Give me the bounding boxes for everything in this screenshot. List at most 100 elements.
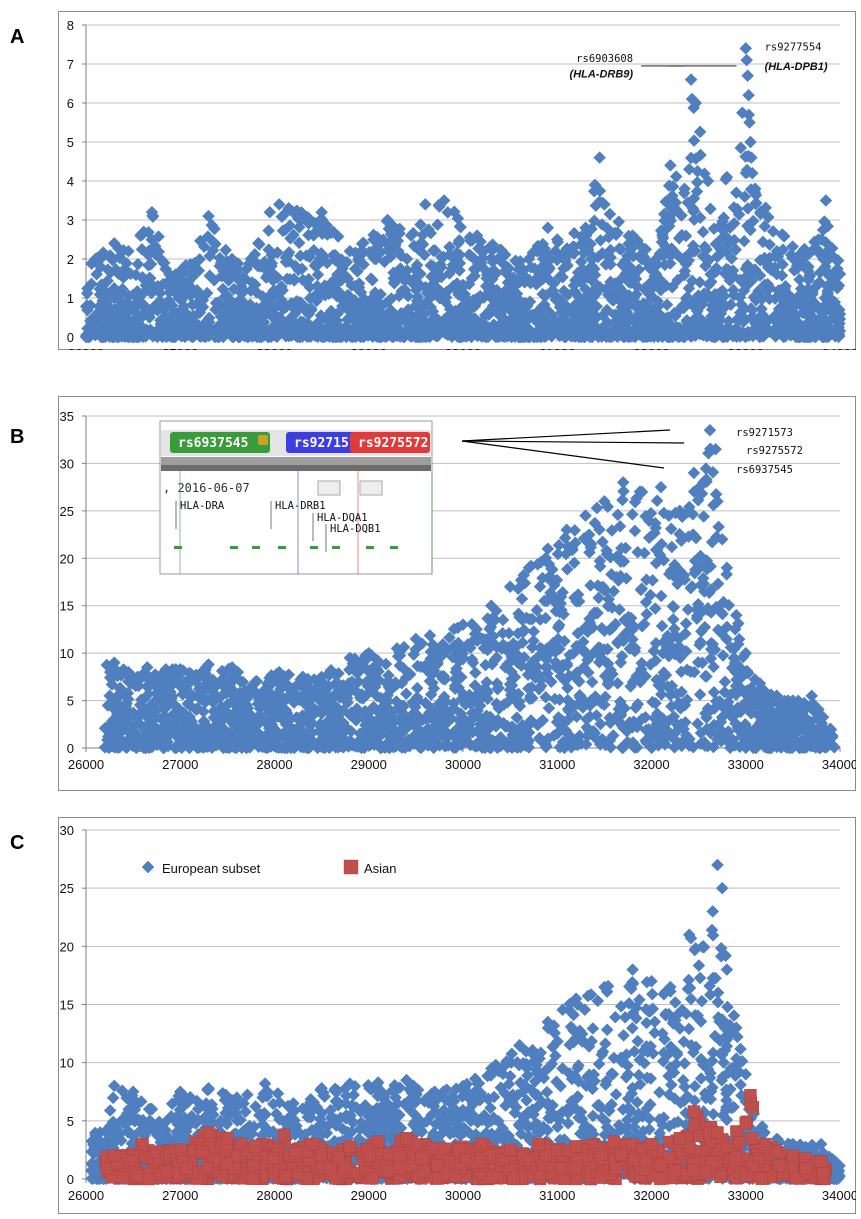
chart-a-series-point bbox=[643, 284, 657, 297]
chart-a-series-point bbox=[485, 272, 499, 286]
chart-b-series-point bbox=[654, 589, 668, 603]
chart-a-series-point bbox=[571, 266, 585, 279]
chart-a-series-point bbox=[524, 260, 538, 274]
chart-a-series-point bbox=[549, 289, 563, 303]
chart-a-series-point bbox=[777, 229, 790, 242]
chart-a-series-point bbox=[124, 267, 137, 281]
chart-a-series-point bbox=[709, 265, 723, 279]
chart-a-series-point bbox=[94, 303, 108, 317]
chart-a-series-point bbox=[184, 257, 197, 271]
chart-a-series-point bbox=[437, 250, 450, 264]
chart-a-series-point bbox=[660, 298, 674, 312]
chart-b-y-tick-label: 0 bbox=[67, 741, 74, 756]
chart-a-series-point bbox=[217, 264, 231, 278]
chart-a-series-point bbox=[311, 257, 325, 271]
chart-a-series-point bbox=[143, 271, 156, 285]
chart-a-series-point bbox=[729, 186, 743, 200]
chart-a-series-point bbox=[303, 330, 317, 343]
chart-a-series-point bbox=[108, 284, 121, 298]
chart-a-x-tick-label: 30000 bbox=[445, 346, 481, 350]
chart-a-series-point bbox=[588, 178, 602, 192]
chart-a-series-point bbox=[131, 329, 145, 342]
chart-a-series-point bbox=[587, 321, 601, 335]
chart-a-series-point bbox=[101, 274, 114, 288]
chart-a-series-point bbox=[779, 279, 792, 293]
chart-a-series-point bbox=[776, 324, 790, 338]
chart-a-series-point bbox=[626, 229, 640, 242]
chart-a-series-point bbox=[242, 330, 256, 344]
chart-b-y-tick-label: 30 bbox=[60, 456, 74, 471]
chart-a-series-point bbox=[741, 219, 754, 233]
chart-b-x-tick-label: 34000 bbox=[822, 757, 856, 772]
chart-a-series-point bbox=[271, 288, 284, 301]
chart-a-series-point bbox=[763, 251, 777, 265]
chart-a-series-point bbox=[202, 209, 215, 223]
panel-a-letter: A bbox=[10, 26, 25, 48]
chart-a-series-point bbox=[793, 273, 806, 286]
chart-a-series-point bbox=[800, 318, 814, 332]
chart-a-series-point bbox=[581, 271, 595, 285]
chart-a-series-point bbox=[725, 252, 739, 265]
chart-a-series-point bbox=[437, 194, 451, 207]
chart-a-series-point bbox=[761, 210, 775, 224]
chart-a-series-point bbox=[689, 96, 703, 110]
chart-a-series-point bbox=[119, 298, 133, 312]
chart-a-series-point bbox=[522, 328, 536, 342]
chart-a-series-point bbox=[731, 314, 745, 328]
chart-a-series-point bbox=[383, 317, 397, 330]
chart-a-y-tick-label: 8 bbox=[67, 18, 74, 33]
chart-a-series-point bbox=[262, 224, 275, 237]
chart-a-series-point bbox=[566, 303, 580, 317]
chart-b-y-tick-label: 20 bbox=[60, 551, 74, 566]
chart-a-series-point bbox=[704, 202, 717, 216]
chart-a-series-point bbox=[758, 220, 772, 233]
chart-a-series-point bbox=[641, 308, 654, 322]
chart-a-series-point bbox=[715, 231, 729, 245]
chart-a-series-point bbox=[343, 244, 357, 258]
chart-a-series-point bbox=[335, 253, 348, 266]
chart-a-series-point bbox=[599, 258, 613, 271]
chart-b-series-point bbox=[649, 556, 663, 570]
chart-a-series-point bbox=[745, 166, 759, 180]
chart-a-series-point bbox=[607, 316, 621, 330]
chart-a-series-point bbox=[584, 260, 598, 274]
chart-a-series-point bbox=[287, 228, 300, 242]
panel-b-letter: B bbox=[10, 426, 25, 448]
chart-a-series-point bbox=[663, 159, 677, 172]
chart-a-series-point bbox=[678, 264, 692, 278]
chart-a-series-point bbox=[177, 327, 190, 341]
chart-a-series-point bbox=[742, 88, 755, 102]
chart-a-series-point bbox=[489, 330, 503, 344]
chart-a-series-point bbox=[367, 233, 380, 246]
chart-a-series-point bbox=[418, 198, 432, 211]
chart-a-series-point bbox=[472, 328, 485, 342]
chart-a-series-point bbox=[292, 236, 306, 250]
chart-a-series-point bbox=[579, 221, 592, 235]
annotation-rs6903608: rs6903608 bbox=[576, 53, 633, 65]
chart-a-series-point bbox=[741, 258, 754, 272]
chart-a-series-point bbox=[106, 253, 120, 267]
chart-a-series-point bbox=[498, 248, 512, 262]
chart-a-series-point bbox=[603, 207, 617, 221]
chart-a-series-point bbox=[154, 252, 167, 266]
chart-b-x-tick-label: 32000 bbox=[633, 757, 669, 772]
chart-a-series-point bbox=[630, 287, 643, 301]
chart-a-series-point bbox=[557, 325, 571, 339]
chart-a-series-point bbox=[748, 182, 762, 196]
chart-a-series-point bbox=[107, 237, 121, 250]
chart-a-series-point bbox=[789, 298, 802, 312]
chart-a-series-point bbox=[693, 211, 707, 225]
chart-a-y-tick-label: 6 bbox=[67, 96, 74, 111]
chart-a-x-tick-label: 29000 bbox=[351, 346, 387, 350]
chart-a-series-point bbox=[754, 206, 767, 220]
chart-a-series-point bbox=[694, 148, 707, 162]
chart-a-series-point bbox=[83, 324, 96, 337]
chart-a-series-point bbox=[486, 255, 500, 269]
chart-a-series-point bbox=[161, 298, 174, 311]
chart-a-series-point bbox=[733, 291, 747, 304]
chart-a-series-point bbox=[89, 252, 102, 266]
chart-a-series-point bbox=[652, 299, 665, 313]
chart-a-series-point bbox=[753, 269, 767, 282]
chart-a-series-point bbox=[453, 256, 467, 270]
chart-b-series-point bbox=[716, 649, 730, 662]
